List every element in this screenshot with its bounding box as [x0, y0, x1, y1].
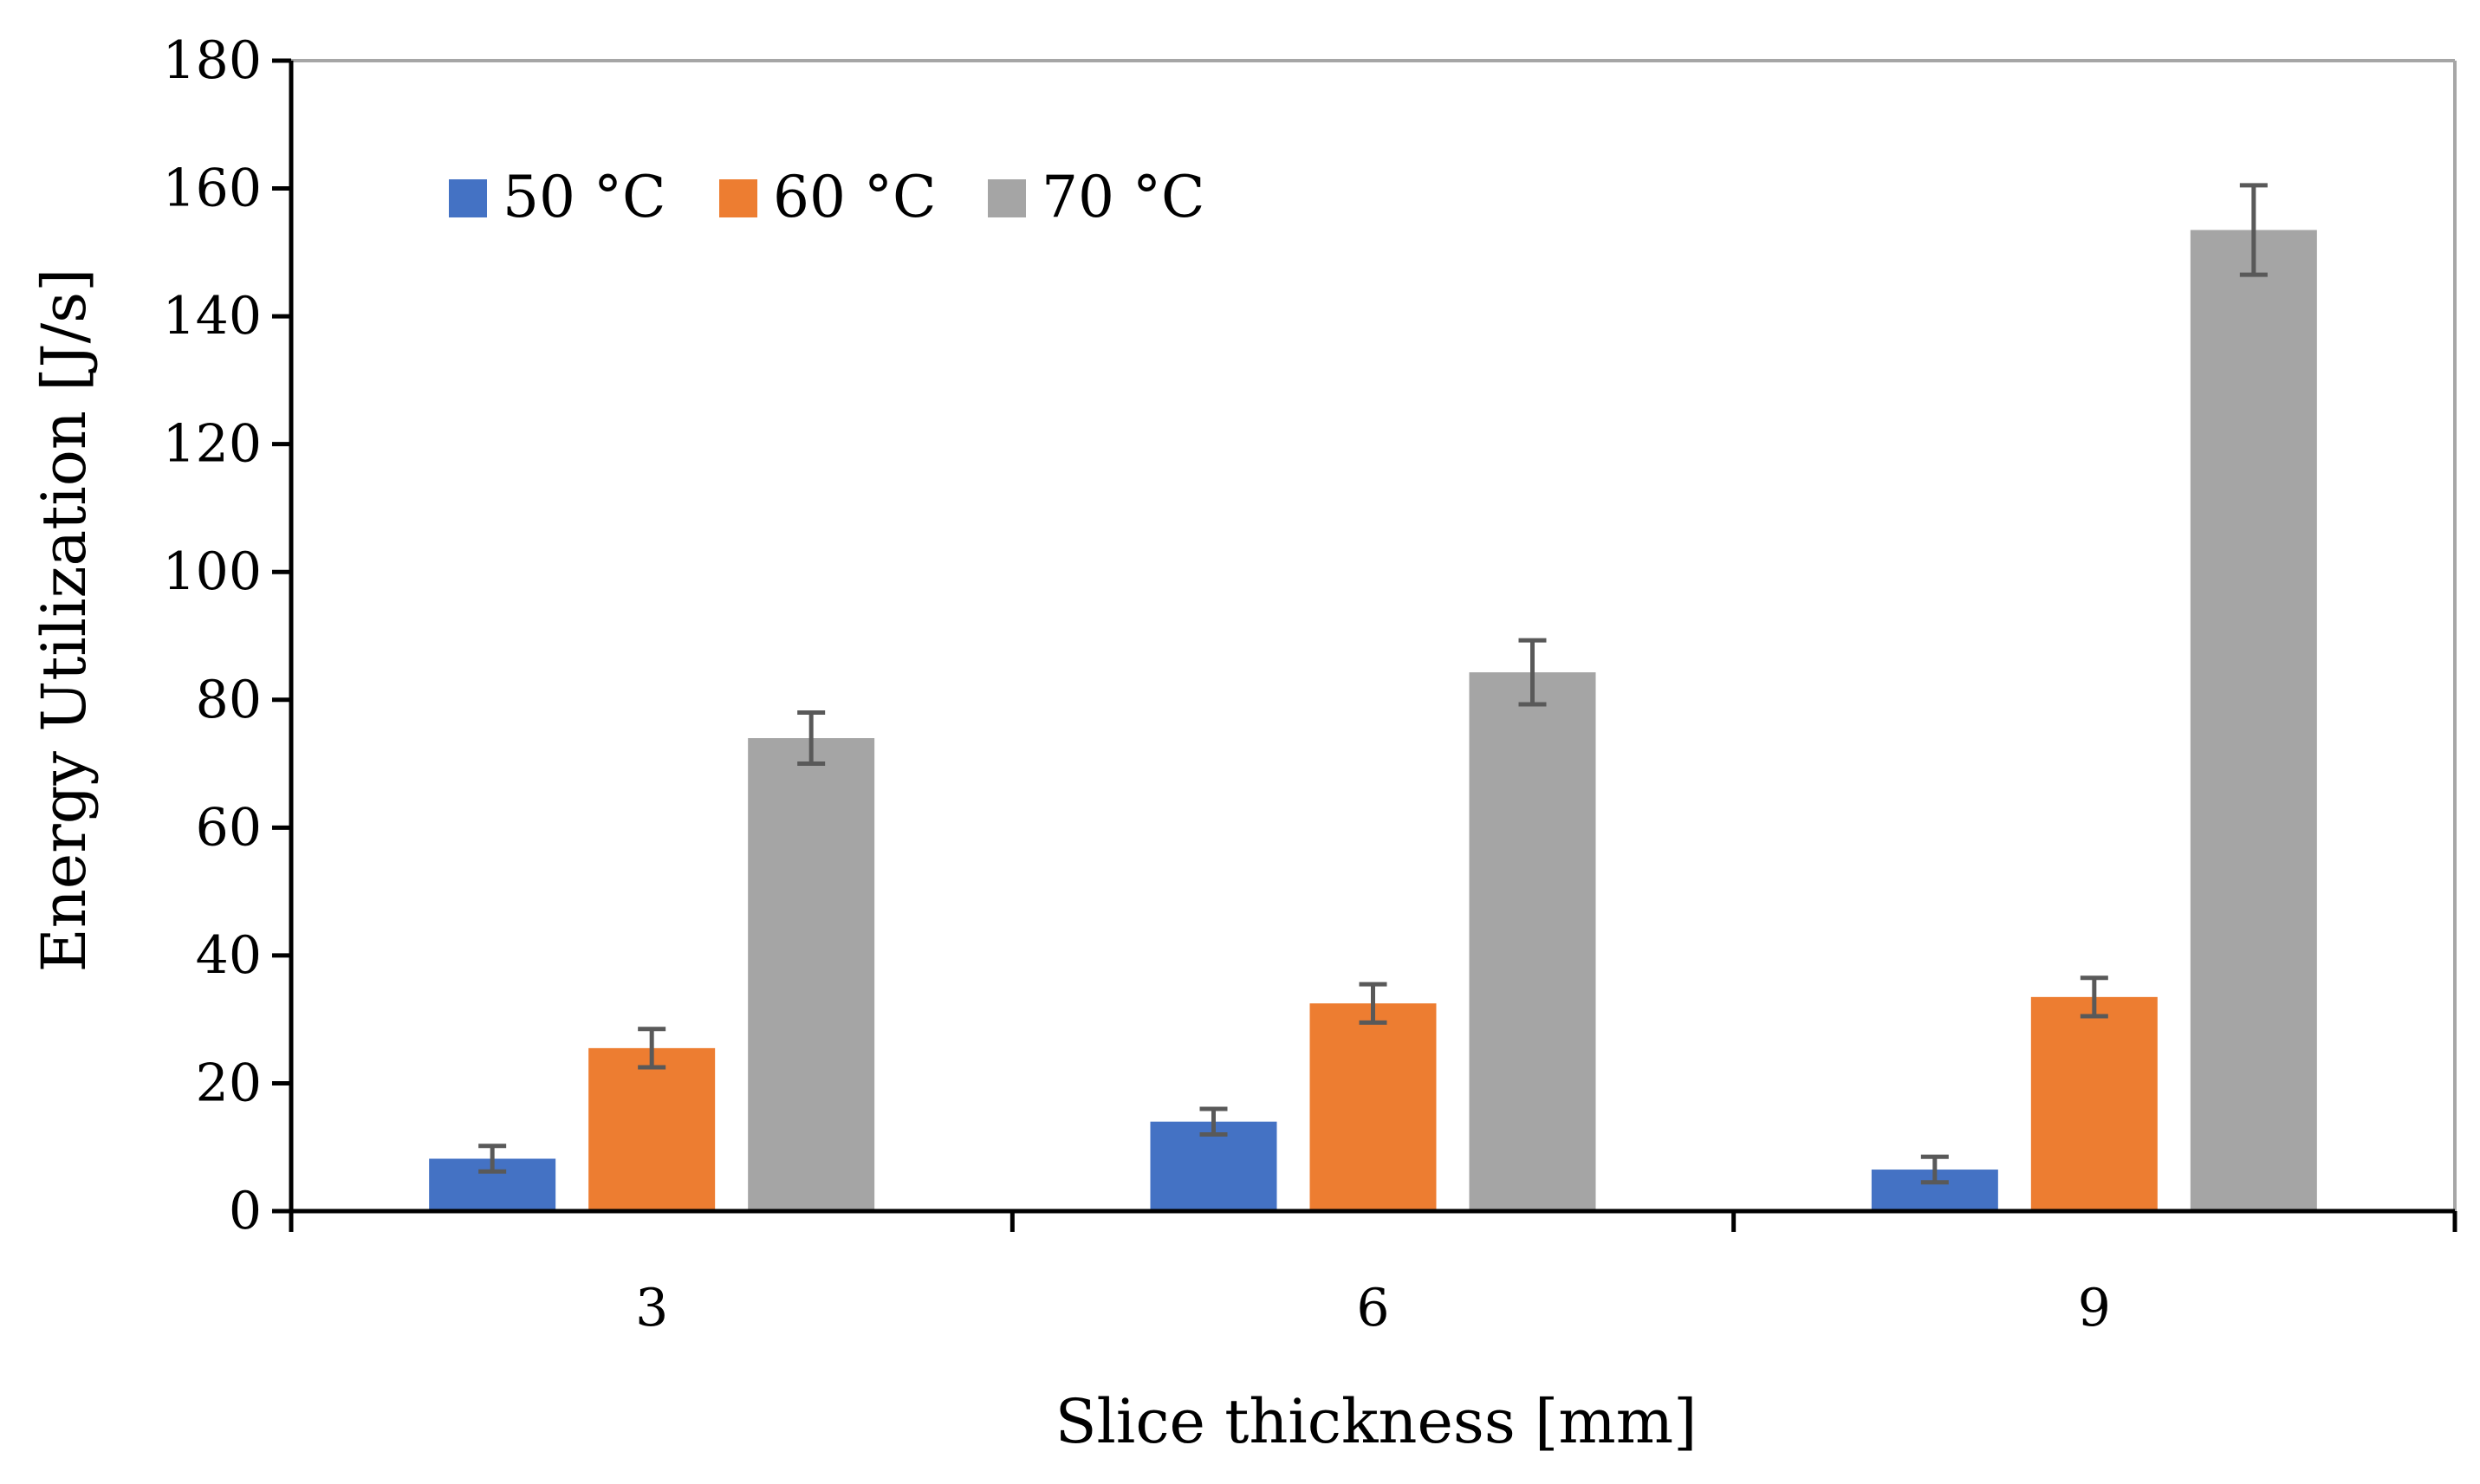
legend-swatch: [988, 179, 1026, 217]
error-bar: [2080, 975, 2108, 1019]
y-tick-label: 160: [162, 159, 262, 219]
y-tick-label: 60: [196, 797, 262, 858]
legend-label: 70 °C: [1042, 164, 1204, 230]
bar-70C-thickness-9: [2190, 230, 2317, 1211]
error-bar: [2239, 183, 2268, 277]
y-axis-title: Energy Utilization [J/s]: [29, 269, 100, 973]
x-axis-title: Slice thickness [mm]: [1055, 1386, 1698, 1457]
bar-70C-thickness-3: [748, 738, 875, 1211]
legend-swatch: [719, 179, 757, 217]
y-axis: 0 20 40 60 80 100 120 140 160 180: [162, 30, 294, 1241]
bars: [429, 230, 2317, 1211]
y-tick-label: 40: [196, 925, 262, 986]
bar-60C-thickness-3: [588, 1047, 716, 1211]
x-tick-label: 3: [635, 1278, 668, 1338]
legend-item: 70 °C: [988, 164, 1204, 230]
error-bar: [1359, 982, 1387, 1025]
error-bar: [1199, 1106, 1228, 1137]
x-tick-label: 6: [1356, 1278, 1389, 1338]
y-tick-label: 180: [162, 30, 262, 91]
bar-60C-thickness-6: [1309, 1003, 1437, 1211]
bar-70C-thickness-6: [1469, 672, 1596, 1211]
y-tick-label: 20: [196, 1053, 262, 1113]
plot-frame: [291, 59, 2457, 1211]
x-tick-label: 9: [2078, 1278, 2111, 1338]
legend-label: 50 °C: [503, 164, 665, 230]
y-tick-label: 100: [162, 541, 262, 602]
error-bar: [478, 1144, 507, 1174]
error-bar: [1920, 1154, 1949, 1185]
bar-60C-thickness-9: [2030, 996, 2158, 1211]
error-bar: [1518, 638, 1547, 707]
y-tick-label: 140: [162, 286, 262, 347]
error-bars: [478, 183, 2268, 1185]
y-tick-label: 0: [229, 1181, 262, 1241]
error-bar: [797, 710, 826, 767]
legend-label: 60 °C: [773, 164, 936, 230]
legend-item: 60 °C: [719, 164, 936, 230]
legend: 50 °C 60 °C 70 °C: [449, 164, 1204, 230]
y-tick-label: 80: [196, 670, 262, 730]
legend-item: 50 °C: [449, 164, 665, 230]
y-tick-label: 120: [162, 414, 262, 475]
x-axis: 3 6 9: [289, 1209, 2457, 1338]
error-bar: [638, 1027, 666, 1070]
legend-swatch: [449, 179, 487, 217]
